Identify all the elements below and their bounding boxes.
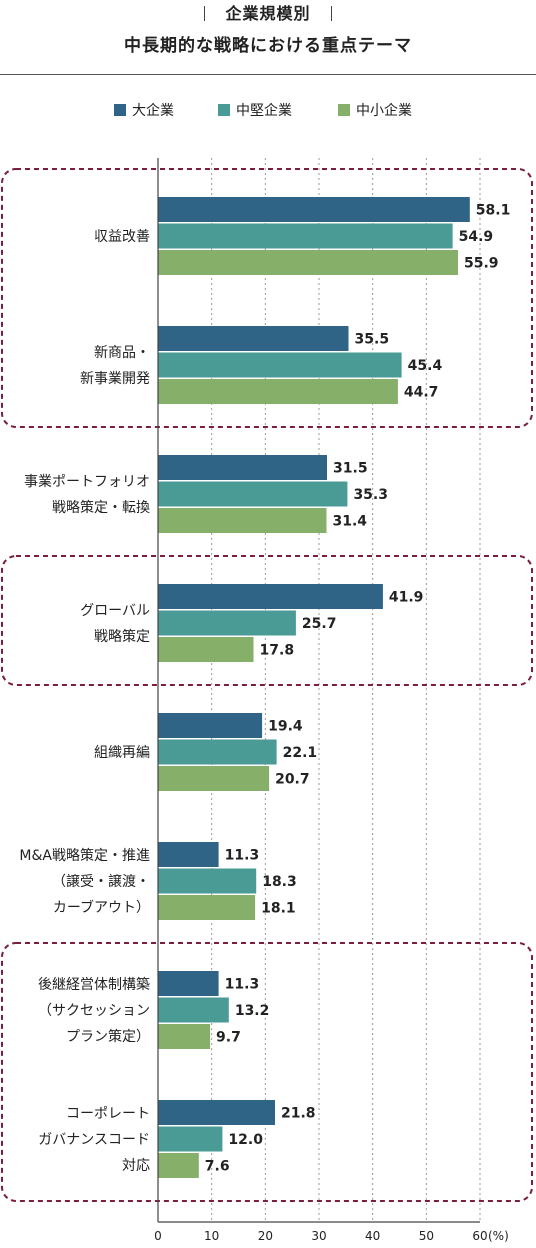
data-label: 45.4 [408,358,443,374]
bar [158,766,270,791]
data-label: 35.3 [353,487,388,503]
bar [158,637,254,662]
bar [158,481,348,507]
data-label: 11.3 [225,977,260,993]
chart-subtitle: 中長期的な戦略における重点テーマ [124,36,412,56]
bar [158,868,257,894]
title-bracket-left [203,6,206,21]
category-label: 対応 [122,1158,150,1174]
x-tick-label: 10 [204,1229,219,1243]
title-divider [0,74,536,75]
bar [158,455,327,480]
bar [158,1024,211,1049]
x-axis-unit: (%) [488,1229,509,1243]
category-label: 事業ポートフォリオ [24,474,150,490]
category-label: 新事業開発 [80,371,150,387]
data-label: 41.9 [389,590,424,606]
data-label: 18.1 [261,901,296,917]
bar [158,895,256,920]
bar [158,352,402,378]
highlight-box [1,168,533,428]
bar [158,584,383,609]
category-label: 新商品・ [94,345,150,361]
legend-swatch [338,104,350,116]
bar [158,1153,199,1178]
chart-title-line1: 企業規模別 [0,2,536,26]
bar [158,223,453,249]
data-label: 44.7 [404,385,439,401]
x-tick-label: 50 [419,1229,434,1243]
data-label: 21.8 [281,1106,316,1122]
category-label: カーブアウト） [53,899,150,916]
legend-label: 中堅企業 [236,102,292,119]
data-label: 58.1 [476,203,511,219]
category-label: 後継経営体制構築 [38,977,150,993]
x-tick-label: 30 [311,1229,326,1243]
category-label: 戦略策定・転換 [52,499,150,516]
x-tick-label: 60 [472,1229,487,1243]
data-label: 20.7 [275,772,310,788]
bar [158,997,229,1023]
data-label: 19.4 [268,719,303,735]
data-label: 17.8 [260,643,295,659]
data-label: 11.3 [225,848,260,864]
data-label: 25.7 [302,616,337,632]
legend-swatch [114,104,126,116]
bar [158,250,458,275]
category-label: 戦略策定 [94,628,150,645]
bar [158,1100,275,1125]
bar [158,842,219,867]
data-label: 31.4 [333,514,368,530]
bar [158,508,327,533]
category-label: （譲受・譲渡・ [52,874,150,890]
x-tick-label: 40 [365,1229,380,1243]
category-label: コーポレート [66,1106,150,1122]
x-tick-label: 0 [154,1229,162,1243]
bar [158,197,470,222]
data-label: 22.1 [283,745,318,761]
data-label: 12.0 [228,1132,263,1148]
legend-swatch [218,104,230,116]
bar [158,739,277,765]
bar [158,379,398,404]
category-label: グローバル [80,603,150,619]
legend-label: 中小企業 [356,102,412,119]
legend-label: 大企業 [132,102,174,119]
category-label: プラン策定） [66,1028,150,1045]
data-label: 55.9 [464,256,499,272]
x-tick-label: 20 [258,1229,273,1243]
data-label: 54.9 [459,229,494,245]
category-label: （サクセッション [38,1003,150,1019]
data-label: 31.5 [333,461,368,477]
category-label: 収益改善 [94,229,150,245]
category-label: ガバナンスコード [38,1132,150,1148]
category-label: 組織再編 [94,745,150,761]
chart-title-text: 企業規模別 [225,4,311,23]
bar [158,971,219,996]
data-label: 7.6 [205,1159,230,1175]
data-label: 9.7 [216,1030,241,1046]
title-bracket-right [330,6,332,21]
bar [158,713,263,738]
data-label: 13.2 [235,1003,270,1019]
category-label: M&A戦略策定・推進 [19,847,150,864]
bar [158,326,349,351]
data-label: 18.3 [262,874,297,890]
highlight-box [1,942,533,1202]
bar [158,610,296,636]
data-label: 35.5 [355,332,390,348]
bar [158,1126,223,1152]
